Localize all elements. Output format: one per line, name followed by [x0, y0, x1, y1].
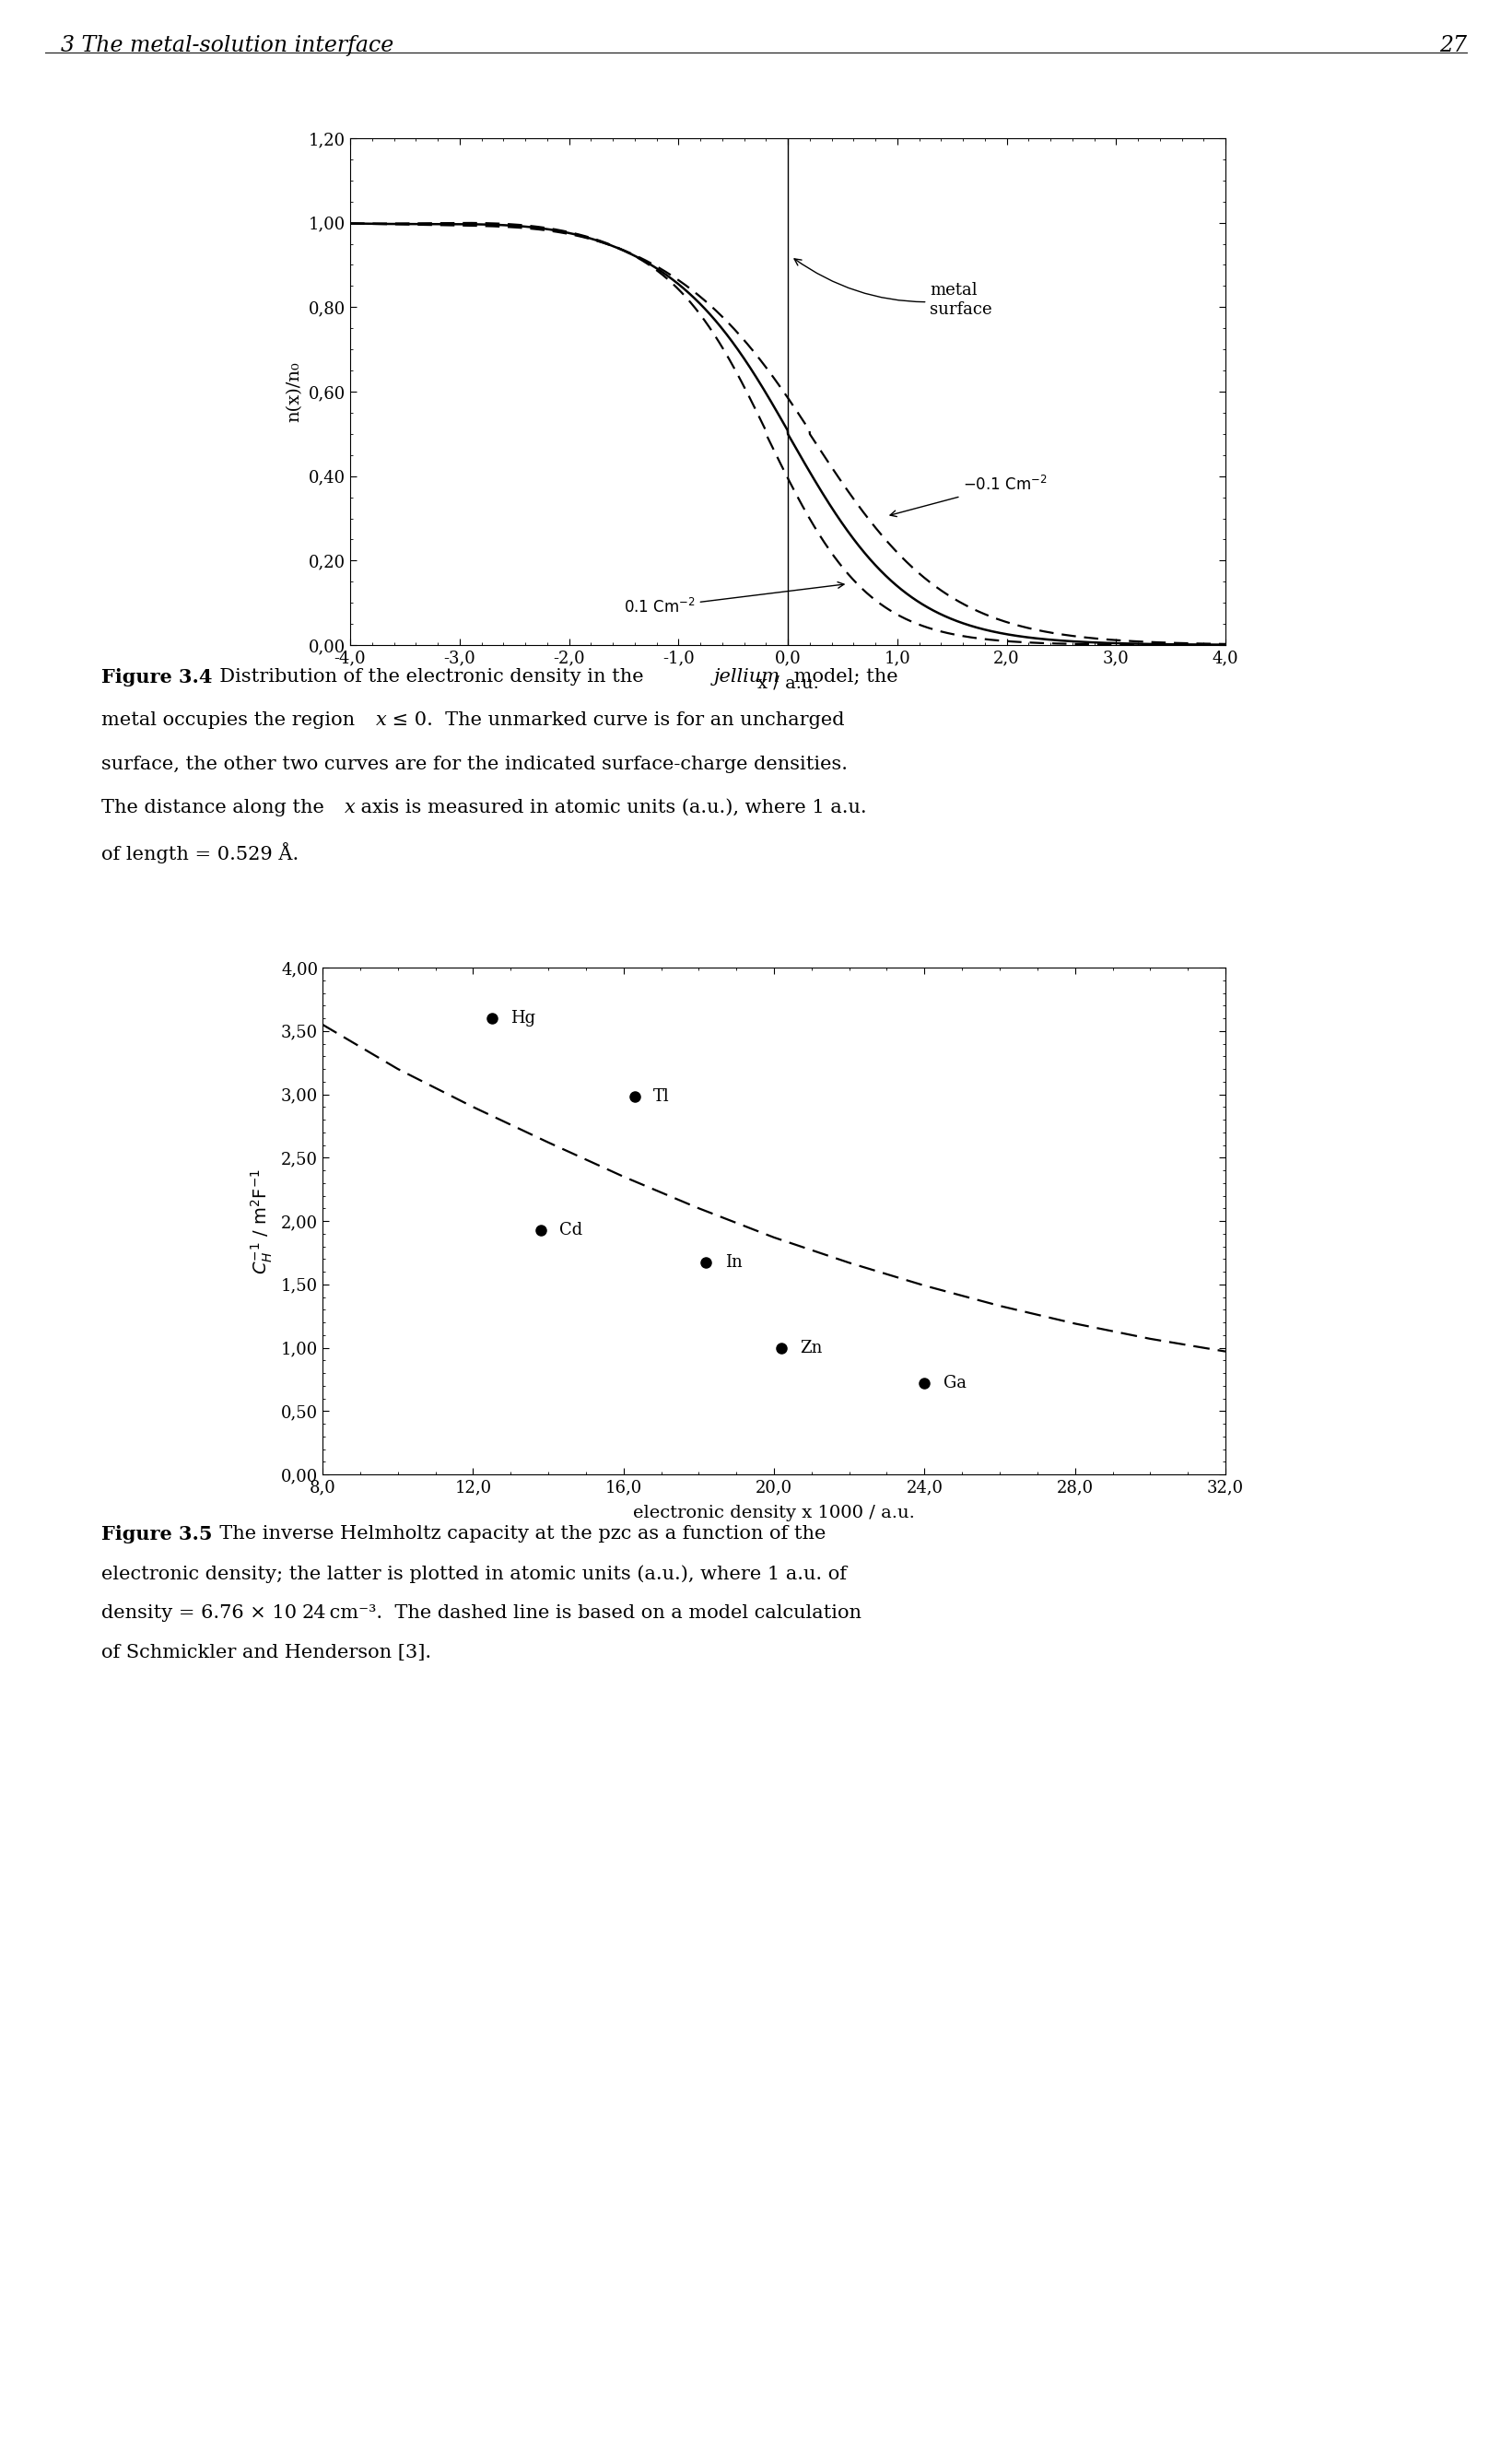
Text: Ga: Ga — [943, 1374, 966, 1391]
Text: metal occupies the region: metal occupies the region — [101, 713, 361, 730]
Text: of length = 0.529 Å.: of length = 0.529 Å. — [101, 842, 299, 864]
Text: The distance along the: The distance along the — [101, 798, 330, 815]
Text: Hg: Hg — [511, 1011, 535, 1028]
Y-axis label: $C_H^{-1}$ / m$^2$F$^{-1}$: $C_H^{-1}$ / m$^2$F$^{-1}$ — [249, 1167, 275, 1274]
Text: Zn: Zn — [800, 1340, 823, 1355]
X-axis label: x / a.u.: x / a.u. — [758, 676, 818, 691]
Text: surface, the other two curves are for the indicated surface-charge densities.: surface, the other two curves are for th… — [101, 754, 848, 774]
Text: model; the: model; the — [788, 669, 898, 686]
Text: Cd: Cd — [559, 1220, 582, 1238]
Text: In: In — [726, 1255, 742, 1272]
Text: $0.1\ \mathrm{Cm}^{-2}$: $0.1\ \mathrm{Cm}^{-2}$ — [623, 581, 844, 615]
Text: axis is measured in atomic units (a.u.), where 1 a.u.: axis is measured in atomic units (a.u.),… — [355, 798, 866, 815]
Text: Tl: Tl — [653, 1089, 670, 1106]
Text: cm⁻³.  The dashed line is based on a model calculation: cm⁻³. The dashed line is based on a mode… — [324, 1604, 862, 1621]
Text: $-0.1\ \mathrm{Cm}^{-2}$: $-0.1\ \mathrm{Cm}^{-2}$ — [891, 476, 1048, 517]
Text: of Schmickler and Henderson [3].: of Schmickler and Henderson [3]. — [101, 1643, 431, 1662]
Text: density = 6.76 × 10: density = 6.76 × 10 — [101, 1604, 296, 1621]
Text: 3 The metal-solution interface: 3 The metal-solution interface — [60, 34, 393, 56]
Text: Figure 3.5: Figure 3.5 — [101, 1526, 212, 1543]
Text: x: x — [345, 798, 355, 815]
Text: Figure 3.4: Figure 3.4 — [101, 669, 212, 686]
Text: Distribution of the electronic density in the: Distribution of the electronic density i… — [207, 669, 650, 686]
Text: 27: 27 — [1439, 34, 1467, 56]
Y-axis label: n(x)/n₀: n(x)/n₀ — [286, 361, 302, 422]
Text: ≤ 0.  The unmarked curve is for an uncharged: ≤ 0. The unmarked curve is for an unchar… — [387, 713, 845, 730]
X-axis label: electronic density x 1000 / a.u.: electronic density x 1000 / a.u. — [634, 1504, 915, 1521]
Text: x: x — [376, 713, 387, 730]
Text: The inverse Helmholtz capacity at the pzc as a function of the: The inverse Helmholtz capacity at the pz… — [207, 1526, 826, 1543]
Text: electronic density; the latter is plotted in atomic units (a.u.), where 1 a.u. o: electronic density; the latter is plotte… — [101, 1565, 847, 1582]
Text: metal
surface: metal surface — [794, 259, 992, 317]
Text: 24: 24 — [302, 1604, 327, 1621]
Text: jellium: jellium — [714, 669, 780, 686]
